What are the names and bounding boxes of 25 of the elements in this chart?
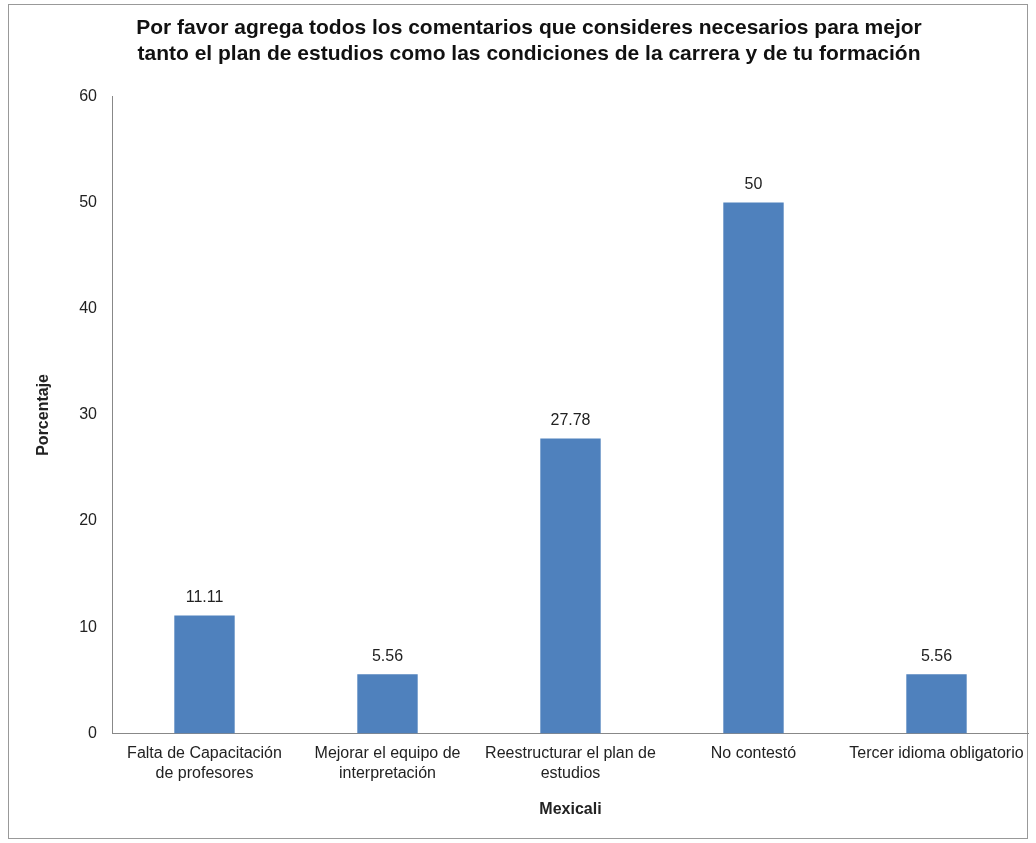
y-tick-label: 40 <box>79 299 98 317</box>
data-label: 27.78 <box>550 410 591 428</box>
x-tick-label: Reestructurar el plan de estudios <box>485 744 656 781</box>
bar <box>906 674 967 734</box>
data-label: 5.56 <box>371 646 404 664</box>
bar <box>540 438 601 734</box>
x-tick-label: No contestó <box>710 744 797 762</box>
y-axis-title: Porcentaje <box>34 373 52 456</box>
y-tick-label: 0 <box>88 723 98 741</box>
bar <box>174 615 235 734</box>
bar <box>723 202 784 734</box>
y-tick-label: 50 <box>79 192 98 210</box>
y-tick-label: 30 <box>79 405 98 423</box>
y-tick-label: 10 <box>79 617 98 635</box>
data-label: 5.56 <box>920 646 953 664</box>
y-tick-label: 20 <box>79 511 98 529</box>
chart-title: Por favor agrega todos los comentarios que consideres necesarios para mejor tanto el plan de estudios como las condiciones de la carrera y de tu formación <box>136 15 922 64</box>
x-tick-label: Tercer idioma obligatorio <box>849 744 1024 762</box>
x-tick-label: Mejorar el equipo de interpretación <box>314 744 461 781</box>
y-tick-label: 60 <box>79 86 98 104</box>
x-axis-title: Mexicali <box>539 799 602 817</box>
x-tick-label: Falta de Capacitación de profesores <box>127 744 282 781</box>
bar <box>357 674 418 734</box>
data-label: 11.11 <box>185 587 224 605</box>
data-label: 50 <box>744 174 763 192</box>
